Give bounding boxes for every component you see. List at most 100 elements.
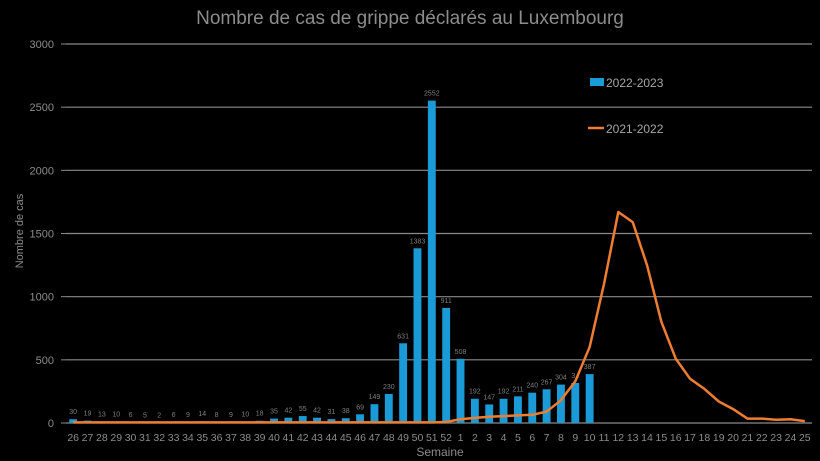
bar [356,414,365,423]
bar [442,307,451,423]
x-tick-label: 45 [340,432,352,444]
bar-value-label: 267 [541,379,553,386]
bar [284,417,293,423]
line-path [73,210,805,424]
x-axis-label: Semaine [416,445,464,459]
bar-value-label: 911 [441,298,452,305]
bar-value-label: 387 [584,364,596,371]
line-series-2021-2022 [73,210,805,424]
bar [499,398,508,423]
bar [298,416,307,423]
bar-value-label: 6 [172,412,176,419]
bar-value-label: 31 [328,409,336,416]
x-tick-label: 43 [311,432,323,444]
x-tick-label: 28 [96,432,108,444]
bar [341,418,350,423]
bar-value-label: 10 [241,412,249,419]
bar-value-label: 35 [270,409,278,416]
x-tick-label: 36 [211,432,223,444]
bar-value-label: 19 [84,411,92,418]
bar-value-label: 69 [356,404,364,411]
bar [470,398,479,423]
y-tick-label: 1500 [30,229,54,241]
bar-value-label: 14 [198,411,206,418]
bar-series-2022-2023 [69,100,594,423]
y-tick-label: 2000 [30,165,54,177]
bar [399,343,408,423]
x-tick-label: 14 [641,432,653,444]
x-tick-label: 48 [383,432,395,444]
gridlines [66,43,812,424]
x-tick-label: 47 [369,432,381,444]
x-tick-label: 34 [182,432,194,444]
x-tick-label: 25 [799,432,811,444]
legend-label: 2022-2023 [606,76,664,90]
bar [571,382,580,423]
bar-value-label: 6 [129,412,133,419]
x-tick-label: 18 [699,432,711,444]
bar-value-label: 304 [555,375,567,382]
bar [513,396,522,423]
x-tick-label: 50 [412,432,424,444]
x-tick-label: 33 [168,432,180,444]
x-tick-label: 42 [297,432,309,444]
bar-value-label: 240 [526,383,538,390]
bar-value-label: 147 [483,394,495,401]
x-tick-label: 10 [584,432,596,444]
x-tick-label: 15 [656,432,668,444]
bar [384,393,393,423]
y-tick-label: 2500 [30,102,54,114]
x-tick-label: 20 [727,432,739,444]
bar-value-label: 3.. [571,373,579,380]
bar [485,404,494,423]
x-tick-label: 1 [458,432,464,444]
y-tick-label: 0 [48,418,54,430]
x-tick-label: 41 [283,432,295,444]
bar [313,417,322,423]
legend: 2022-2023 2021-2022 [588,76,664,136]
x-tick-label: 5 [515,432,521,444]
bar-value-label: 631 [397,333,409,340]
x-tick-label: 21 [742,432,754,444]
bar-data-labels: 30 19 13 10 6 5 2 6 9 14 8 9 10 18 35 42 55 42 31 386914923… [69,91,595,420]
x-tick-label: 22 [756,432,768,444]
x-tick-label: 6 [529,432,535,444]
x-tick-label: 16 [670,432,682,444]
bar-value-label: 18 [256,411,264,418]
bar-value-label: 9 [186,412,190,419]
y-axis-ticks: 0 500 1000 1500 2000 2500 3000 [30,39,66,430]
x-axis-ticks: 26 27 28 29 30 31 32 33 34 35 36 37 38 39 40 41 42 43 44 45… [67,432,810,444]
bar [542,389,551,423]
bar-value-label: 2 [157,413,161,420]
bar-value-label: 13 [98,411,106,418]
bar-value-label: 10 [112,412,120,419]
x-tick-label: 38 [239,432,251,444]
chart-title: Nombre de cas de grippe déclarés au Luxe… [196,8,624,29]
x-tick-label: 52 [440,432,452,444]
x-tick-label: 37 [225,432,237,444]
bar-value-label: 38 [342,408,350,415]
x-tick-label: 27 [82,432,94,444]
bar [456,358,465,423]
bar-value-label: 2552 [424,91,440,98]
bar [585,374,594,423]
bar-value-label: 42 [313,408,321,415]
bar [327,419,336,423]
x-tick-label: 12 [612,432,624,444]
bar [270,418,278,423]
y-tick-label: 3000 [30,39,54,51]
bar [556,384,565,423]
x-tick-label: 19 [713,432,725,444]
x-tick-label: 49 [397,432,409,444]
x-tick-label: 13 [627,432,639,444]
bar-value-label: 149 [369,394,381,401]
x-tick-label: 23 [770,432,782,444]
x-tick-label: 44 [326,432,338,444]
bar-value-label: 5 [143,412,147,419]
bar-value-label: 211 [512,386,523,393]
x-tick-label: 51 [426,432,438,444]
x-tick-label: 11 [599,432,610,444]
legend-label: 2021-2022 [606,122,664,136]
x-tick-label: 40 [268,432,280,444]
